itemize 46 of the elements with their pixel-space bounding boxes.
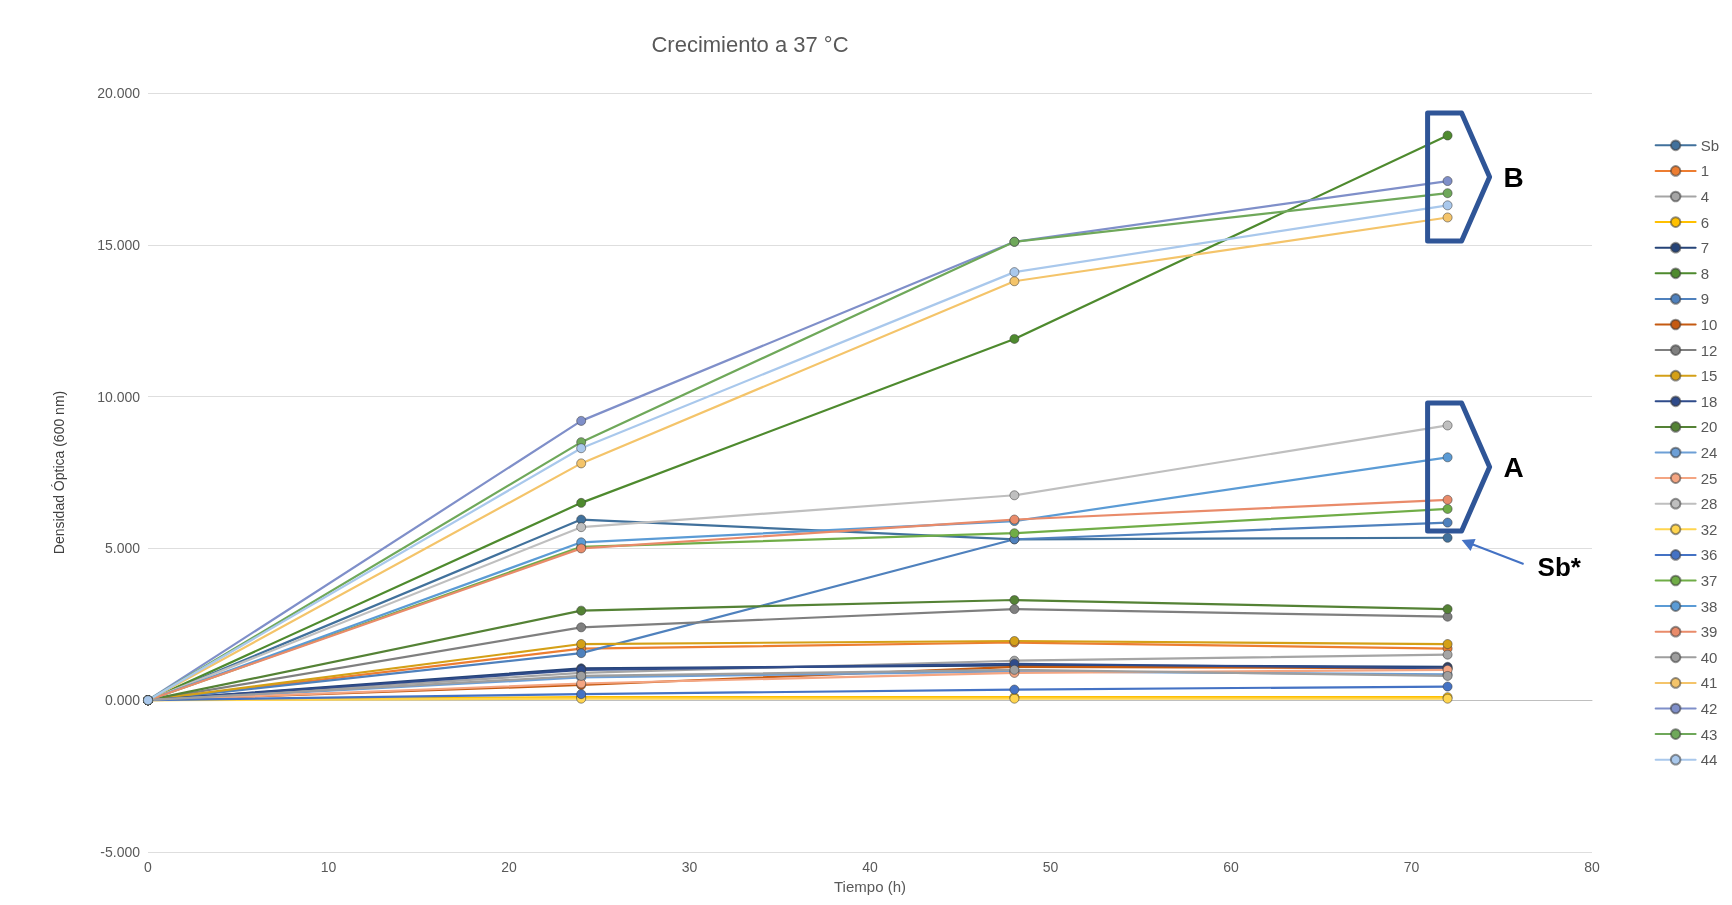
legend-label: 37: [1700, 572, 1718, 589]
y-axis-title: Densidad Óptica (600 nm): [51, 390, 67, 555]
y-tick-label: 5.000: [104, 540, 141, 557]
x-tick-label: 40: [862, 859, 878, 875]
legend-label: 1: [1700, 162, 1709, 180]
legend-label: 10: [1700, 316, 1718, 333]
y-tick-label: -5.000: [100, 844, 141, 860]
chart-title: Crecimiento a 37 °C: [651, 31, 849, 57]
y-tick-label: 15.000: [97, 236, 141, 253]
legend-label: 38: [1700, 597, 1718, 615]
legend-label: 18: [1700, 392, 1718, 410]
legend-label: 12: [1700, 341, 1718, 359]
legend-label: 40: [1700, 648, 1718, 666]
legend-label: 44: [1700, 751, 1718, 769]
x-tick-label: 50: [1042, 859, 1059, 875]
x-tick-label: 60: [1223, 859, 1239, 875]
legend-label: 39: [1700, 623, 1718, 641]
legend-label: 41: [1700, 674, 1718, 692]
x-axis-title: Tiempo (h): [834, 877, 906, 895]
legend-label: 7: [1700, 239, 1709, 257]
annotation: A: [1503, 452, 1524, 483]
legend-label: 20: [1700, 418, 1718, 436]
y-tick-label: 0.000: [104, 692, 141, 709]
x-tick-label: 70: [1403, 859, 1420, 875]
x-tick-label: 10: [320, 859, 337, 875]
annotation: Sb*: [1537, 552, 1582, 582]
legend-label: 43: [1700, 725, 1718, 743]
x-tick-label: 0: [144, 859, 153, 875]
legend-label: 36: [1700, 546, 1718, 564]
annotation: B: [1503, 162, 1524, 193]
legend-label: 24: [1700, 444, 1718, 461]
legend-label: 32: [1700, 520, 1718, 538]
legend-label: 8: [1700, 264, 1709, 282]
x-tick-label: 80: [1584, 859, 1600, 875]
legend-label: 25: [1700, 469, 1718, 487]
legend-label: 4: [1700, 188, 1709, 205]
legend-label: 15: [1700, 367, 1718, 385]
legend-label: 28: [1700, 495, 1718, 513]
legend-label: 6: [1700, 213, 1709, 231]
legend-label: 9: [1700, 290, 1709, 308]
x-tick-label: 30: [681, 859, 698, 875]
legend-label: 42: [1700, 700, 1718, 717]
legend-label: Sb: [1700, 136, 1720, 154]
y-tick-label: 20.000: [97, 85, 141, 101]
x-tick-label: 20: [501, 859, 517, 875]
y-tick-label: 10.000: [97, 388, 141, 405]
